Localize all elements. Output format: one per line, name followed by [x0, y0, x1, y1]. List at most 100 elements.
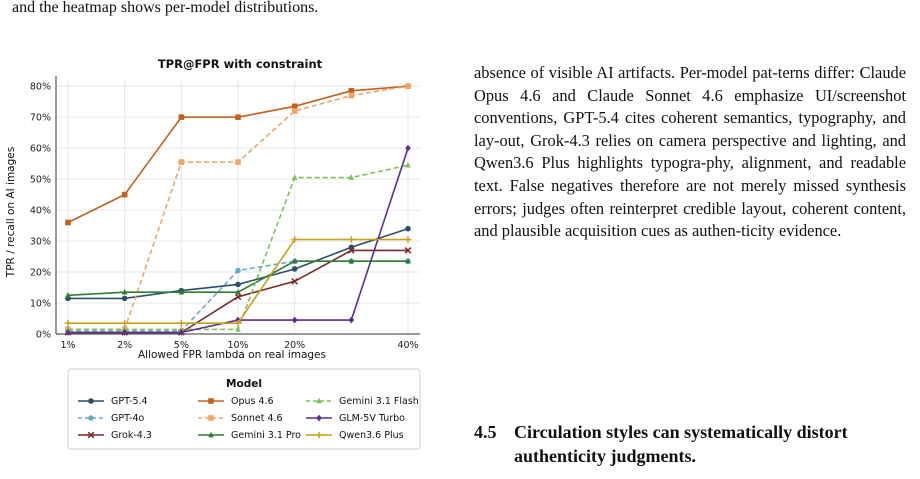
- legend-title: Model: [226, 378, 262, 390]
- legend-marker: [315, 431, 323, 439]
- data-point-glm-5v-turbo: [178, 329, 185, 336]
- data-point-gemini-3-1-pro: [235, 288, 241, 295]
- legend-item-gemini-3-1-pro: Gemini 3.1 Pro: [198, 430, 301, 441]
- legend-marker: [88, 415, 94, 421]
- data-point-gemini-3-1-pro: [121, 288, 128, 295]
- legend-label: Gemini 3.1 Pro: [231, 430, 301, 441]
- x-tick-label: 40%: [397, 340, 418, 351]
- legend-label: Sonnet 4.6: [231, 413, 283, 424]
- data-point-gemini-3-1-flash: [65, 326, 71, 332]
- chart-axes: 0% 10% 20% 30% 40% 50% 60% 70% 80% 1% 2% 5% 10% 20% 40…: [30, 76, 420, 351]
- chart-series: [64, 83, 412, 336]
- data-point-sonnet-4-6: [178, 159, 185, 165]
- data-point-opus-4-6: [65, 219, 71, 226]
- data-point-glm-5v-turbo: [348, 316, 355, 324]
- x-tick-label: 1%: [60, 340, 75, 351]
- x-tick-label: 2%: [117, 340, 132, 351]
- data-point-gpt-5-4: [121, 295, 128, 302]
- legend-marker: [88, 398, 94, 404]
- data-point-gemini-3-1-flash: [235, 326, 241, 332]
- series-gpt-5-4: [65, 225, 411, 302]
- legend-marker: [87, 431, 95, 439]
- data-point-gpt-4o: [235, 267, 241, 274]
- legend-marker: [208, 398, 214, 404]
- series-gemini-3-1-pro: [65, 257, 411, 298]
- section-title: Circulation styles can systematically di…: [514, 422, 848, 466]
- data-point-opus-4-6: [348, 88, 355, 94]
- y-tick-label: 0%: [36, 330, 51, 341]
- y-tick-label: 70%: [30, 113, 51, 124]
- data-point-gemini-3-1-flash: [291, 174, 298, 180]
- body-paragraph: absence of visible AI artifacts. Per-mod…: [474, 63, 906, 241]
- legend-item-qwen3-6-plus: Qwen3.6 Plus: [306, 430, 404, 441]
- legend-marker: [208, 431, 214, 438]
- legend-frame: [67, 368, 421, 450]
- x-tick-label: 20%: [284, 340, 305, 351]
- legend-item-glm-5v-turbo: GLM-5V Turbo: [306, 413, 405, 424]
- y-tick-label: 30%: [30, 237, 51, 248]
- legend-item-sonnet-4-6: Sonnet 4.6: [198, 413, 283, 424]
- data-point-sonnet-4-6: [348, 92, 355, 99]
- caption-tail: and the heatmap shows per-model distribu…: [12, 0, 319, 16]
- data-point-glm-5v-turbo: [405, 144, 411, 152]
- data-point-gemini-3-1-pro: [178, 288, 185, 295]
- legend-label: GPT-4o: [111, 413, 144, 424]
- data-point-opus-4-6: [235, 114, 241, 120]
- data-point-gemini-3-1-pro: [65, 291, 71, 298]
- data-point-qwen3-6-plus: [404, 236, 412, 243]
- y-axis-label: TPR / recall on AI images: [5, 147, 17, 278]
- legend-item-grok-4-3: Grok-4.3: [78, 430, 152, 441]
- data-point-sonnet-4-6: [291, 108, 298, 114]
- data-point-gemini-3-1-pro: [291, 257, 298, 264]
- section-number: 4.5: [474, 422, 497, 442]
- legend-marker: [316, 397, 322, 404]
- legend-item-gemini-3-1-flash: Gemini 3.1 Flash: [306, 396, 419, 407]
- tpr-fpr-figure: TPR@FPR with constraint 0% 10% 20% 30% 40% 50…: [5, 57, 421, 450]
- data-point-sonnet-4-6: [235, 159, 241, 165]
- data-point-qwen3-6-plus: [178, 319, 185, 327]
- data-point-grok-4-3: [291, 278, 298, 285]
- data-point-gpt-5-4: [291, 266, 298, 272]
- legend-label: Opus 4.6: [231, 396, 274, 407]
- data-point-gemini-3-1-flash: [121, 326, 128, 332]
- y-tick-label: 10%: [30, 299, 51, 310]
- data-point-gemini-3-1-pro: [348, 257, 355, 264]
- data-point-glm-5v-turbo: [291, 316, 298, 324]
- data-point-qwen3-6-plus: [348, 236, 355, 243]
- legend-label: GPT-5.4: [111, 396, 148, 407]
- data-point-gemini-3-1-flash: [348, 174, 355, 180]
- y-tick-label: 20%: [30, 268, 51, 279]
- data-point-qwen3-6-plus: [64, 319, 72, 327]
- y-tick-label: 50%: [30, 175, 51, 186]
- data-point-gemini-3-1-flash: [405, 161, 411, 168]
- data-point-sonnet-4-6: [405, 83, 411, 89]
- legend-item-opus-4-6: Opus 4.6: [198, 396, 274, 407]
- data-point-qwen3-6-plus: [121, 319, 128, 327]
- data-point-gemini-3-1-flash: [178, 326, 185, 332]
- legend-item-gpt-5-4: GPT-5.4: [78, 396, 148, 407]
- x-axis-label: Allowed FPR lambda on real images: [138, 349, 326, 361]
- y-tick-label: 60%: [30, 144, 51, 155]
- data-point-gpt-5-4: [405, 225, 411, 232]
- data-point-glm-5v-turbo: [121, 329, 128, 336]
- data-point-qwen3-6-plus: [291, 236, 298, 243]
- data-point-gemini-3-1-pro: [405, 257, 411, 264]
- legend-item-gpt-4o: GPT-4o: [78, 413, 144, 424]
- series-qwen3-6-plus: [64, 236, 412, 327]
- chart-legend: Model GPT-5.4 GPT-4o Grok-4.3 Opus 4.6 Sonne…: [67, 368, 421, 450]
- data-point-grok-4-3: [234, 293, 242, 301]
- legend-label: Grok-4.3: [111, 430, 152, 441]
- legend-label: GLM-5V Turbo: [339, 413, 405, 424]
- y-tick-label: 40%: [30, 206, 51, 217]
- data-point-gpt-5-4: [235, 281, 241, 288]
- chart-title: TPR@FPR with constraint: [158, 57, 323, 71]
- data-point-qwen3-6-plus: [234, 319, 242, 327]
- data-point-grok-4-3: [348, 247, 355, 254]
- data-point-grok-4-3: [404, 247, 412, 254]
- data-point-glm-5v-turbo: [65, 329, 71, 336]
- data-point-opus-4-6: [178, 114, 185, 120]
- data-point-opus-4-6: [121, 191, 128, 198]
- x-tick-label: 10%: [227, 340, 248, 351]
- x-tick-label: 5%: [174, 340, 189, 351]
- legend-marker: [316, 414, 322, 422]
